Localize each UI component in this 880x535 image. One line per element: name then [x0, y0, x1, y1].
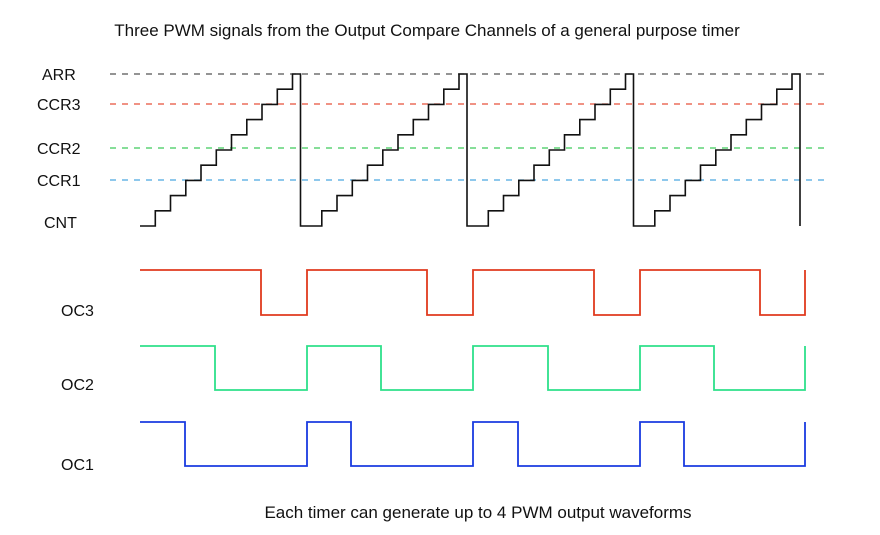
diagram-title: Three PWM signals from the Output Compar…	[114, 21, 740, 40]
oc1-label: OC1	[61, 457, 94, 474]
ccr3-label: CCR3	[37, 97, 81, 114]
oc3-waveform	[140, 269, 806, 316]
oc2-label: OC2	[61, 377, 94, 394]
ccr2-label: CCR2	[37, 141, 81, 158]
oc2-waveform	[140, 345, 806, 391]
ccr1-label: CCR1	[37, 173, 81, 190]
counter-staircase-waveform	[140, 73, 801, 227]
cnt-label: CNT	[44, 215, 77, 232]
oc1-waveform	[140, 421, 806, 467]
diagram-caption: Each timer can generate up to 4 PWM outp…	[264, 503, 691, 522]
oc3-label: OC3	[61, 303, 94, 320]
arr-label: ARR	[42, 67, 76, 84]
